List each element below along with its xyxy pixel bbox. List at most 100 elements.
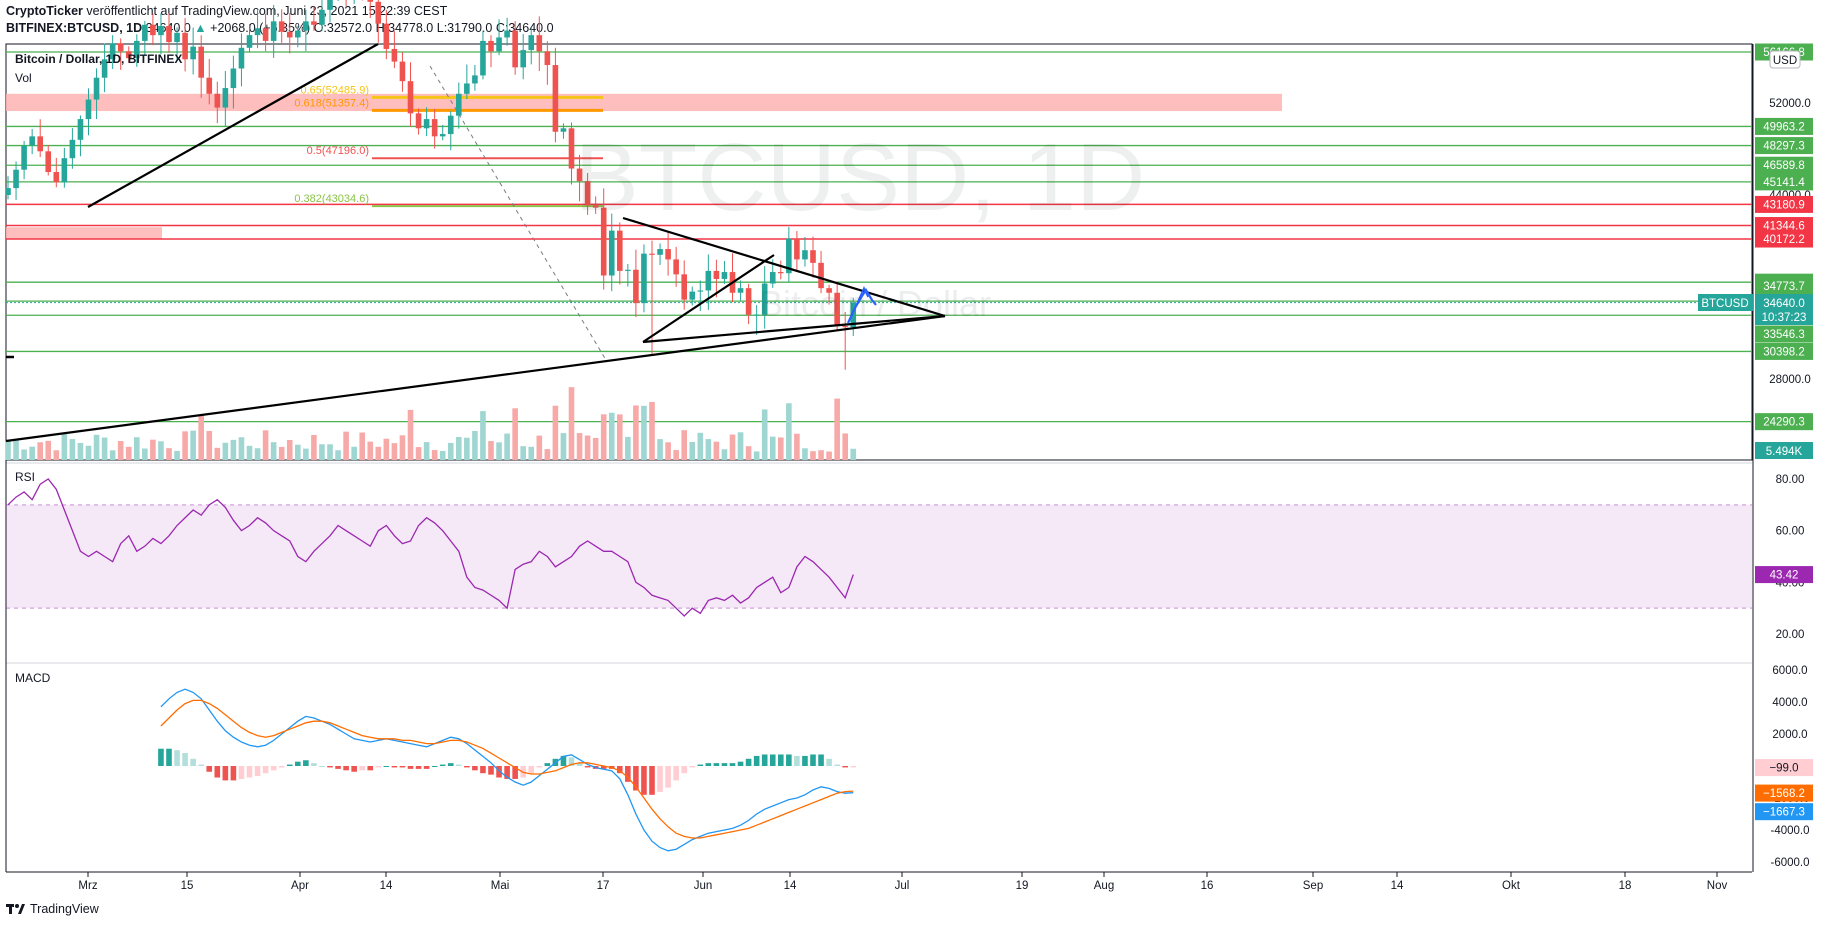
candle-body[interactable] (536, 35, 543, 52)
candle-body[interactable] (375, 1, 382, 24)
candle-body[interactable] (464, 83, 470, 94)
candle-body[interactable] (576, 168, 583, 182)
candle-body[interactable] (496, 37, 502, 52)
candle-body[interactable] (262, 28, 269, 41)
candle-body[interactable] (53, 172, 60, 183)
candle-body[interactable] (61, 158, 68, 183)
candle-body[interactable] (753, 314, 760, 316)
candle-body[interactable] (166, 25, 172, 43)
candle-body[interactable] (303, 21, 309, 31)
author-name[interactable]: CryptoTicker (6, 4, 83, 18)
candle-body[interactable] (786, 238, 792, 274)
candle-body[interactable] (109, 43, 116, 60)
rising-channel-line[interactable] (642, 254, 775, 343)
candle-body[interactable] (721, 272, 728, 279)
candle-body[interactable] (77, 119, 84, 140)
candle-body[interactable] (13, 169, 19, 189)
macd-line[interactable] (160, 688, 854, 852)
candle-body[interactable] (600, 207, 607, 276)
candle-body[interactable] (85, 99, 92, 120)
candle-body[interactable] (818, 262, 824, 289)
candle-body[interactable] (319, 9, 325, 25)
candle-body[interactable] (367, 0, 374, 2)
candle-body[interactable] (512, 30, 518, 68)
candle-body[interactable] (568, 128, 575, 169)
candle-body[interactable] (158, 25, 164, 36)
candle-body[interactable] (423, 119, 430, 129)
candle-body[interactable] (810, 250, 816, 263)
candle-body[interactable] (230, 68, 237, 89)
candle-body[interactable] (134, 40, 140, 59)
candle-body[interactable] (431, 119, 438, 137)
rsi-line[interactable] (7, 478, 854, 617)
candle-body[interactable] (544, 51, 551, 66)
candle-body[interactable] (560, 128, 567, 132)
candle-body[interactable] (439, 134, 446, 137)
candle-body[interactable] (689, 291, 696, 300)
triangle-lower-trendline[interactable] (642, 314, 946, 344)
candle-body[interactable] (407, 81, 414, 114)
candle-body[interactable] (391, 48, 398, 62)
candle-body[interactable] (681, 274, 687, 300)
candle-body[interactable] (745, 288, 752, 315)
candle-body[interactable] (713, 270, 720, 279)
trendline-long-term[interactable] (5, 314, 946, 443)
candle-body[interactable] (93, 77, 100, 100)
candle-body[interactable] (617, 230, 623, 271)
candle-body[interactable] (399, 61, 406, 82)
candle-body[interactable] (21, 145, 27, 170)
candle-body[interactable] (552, 65, 559, 132)
candle-body[interactable] (456, 93, 462, 116)
candle-body[interactable] (584, 181, 591, 206)
candle-body[interactable] (174, 32, 180, 43)
footer-brand[interactable]: TradingView (6, 902, 99, 916)
candle-body[interactable] (150, 24, 156, 36)
candle-body[interactable] (278, 21, 285, 32)
projection-arrow[interactable] (847, 287, 877, 324)
candle-body[interactable] (222, 88, 229, 108)
candle-body[interactable] (327, 0, 333, 10)
candle-body[interactable] (238, 47, 245, 69)
candle-body[interactable] (504, 30, 510, 38)
candle-body[interactable] (472, 75, 478, 84)
candle-body[interactable] (5, 188, 11, 195)
candle-body[interactable] (673, 259, 679, 275)
candle-body[interactable] (101, 59, 108, 78)
candle-body[interactable] (214, 93, 221, 108)
candle-body[interactable] (254, 28, 261, 36)
candle-body[interactable] (447, 115, 454, 135)
candle-body[interactable] (649, 253, 655, 255)
candle-body[interactable] (295, 30, 301, 38)
candle-body[interactable] (592, 205, 599, 208)
candle-body[interactable] (834, 292, 840, 327)
candle-body[interactable] (761, 283, 768, 315)
candle-body[interactable] (29, 136, 35, 146)
candle-body[interactable] (850, 302, 857, 328)
triangle-upper-trendline[interactable] (622, 216, 946, 318)
price-pane[interactable] (5, 43, 1753, 461)
candle-body[interactable] (528, 35, 535, 51)
candle-body[interactable] (286, 31, 293, 38)
signal-line[interactable] (160, 699, 854, 839)
candle-body[interactable] (206, 77, 213, 94)
candle-body[interactable] (117, 43, 124, 52)
candle-body[interactable] (37, 136, 43, 152)
candle-body[interactable] (488, 40, 494, 52)
candle-body[interactable] (641, 253, 647, 304)
candle-body[interactable] (198, 46, 204, 78)
candle-body[interactable] (697, 290, 704, 292)
candle-body[interactable] (142, 24, 148, 41)
candle-body[interactable] (520, 50, 526, 68)
candle-body[interactable] (415, 113, 422, 129)
candle-body[interactable] (125, 51, 132, 59)
candle-body[interactable] (270, 21, 277, 41)
candle-body[interactable] (826, 288, 832, 293)
candle-body[interactable] (383, 23, 390, 49)
candle-body[interactable] (45, 151, 52, 172)
candle-body[interactable] (778, 272, 784, 274)
candle-body[interactable] (182, 32, 188, 60)
candle-body[interactable] (737, 288, 744, 293)
candle-body[interactable] (657, 249, 663, 255)
currency-badge[interactable]: USD (1769, 50, 1801, 69)
